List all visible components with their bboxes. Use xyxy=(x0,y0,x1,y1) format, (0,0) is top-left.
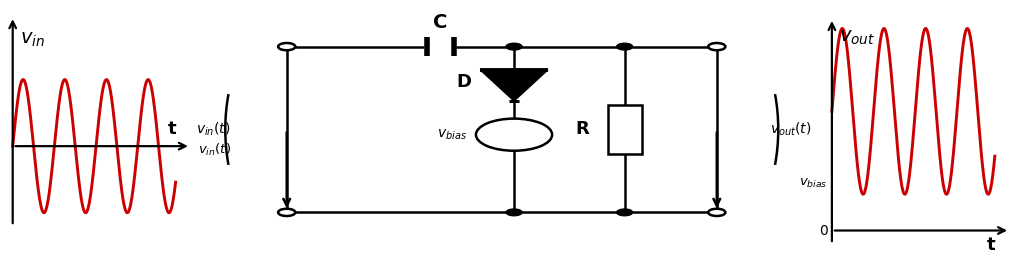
Text: 0: 0 xyxy=(819,224,828,238)
Polygon shape xyxy=(480,70,548,101)
Text: $v_{in}$: $v_{in}$ xyxy=(19,30,45,49)
Circle shape xyxy=(476,119,552,151)
Text: $v_{in}(t)$: $v_{in}(t)$ xyxy=(196,121,230,138)
Text: $v_{out}(t)$: $v_{out}(t)$ xyxy=(770,121,811,138)
Circle shape xyxy=(616,209,633,216)
Circle shape xyxy=(506,43,522,50)
Text: t: t xyxy=(987,236,995,254)
Circle shape xyxy=(616,43,633,50)
Text: t: t xyxy=(168,120,176,138)
Circle shape xyxy=(709,43,725,50)
Circle shape xyxy=(279,43,295,50)
Text: C: C xyxy=(433,13,447,32)
Text: R: R xyxy=(575,120,590,139)
Text: $v_{in}(t)$: $v_{in}(t)$ xyxy=(199,141,231,157)
Circle shape xyxy=(506,209,522,216)
Circle shape xyxy=(709,209,725,216)
Text: D: D xyxy=(456,73,471,91)
Text: $v_{bias}$: $v_{bias}$ xyxy=(437,127,467,142)
Text: $v_{bias}$: $v_{bias}$ xyxy=(800,177,828,190)
Text: $v_{out}$: $v_{out}$ xyxy=(839,28,876,47)
Circle shape xyxy=(279,209,295,216)
Bar xyxy=(608,105,642,154)
